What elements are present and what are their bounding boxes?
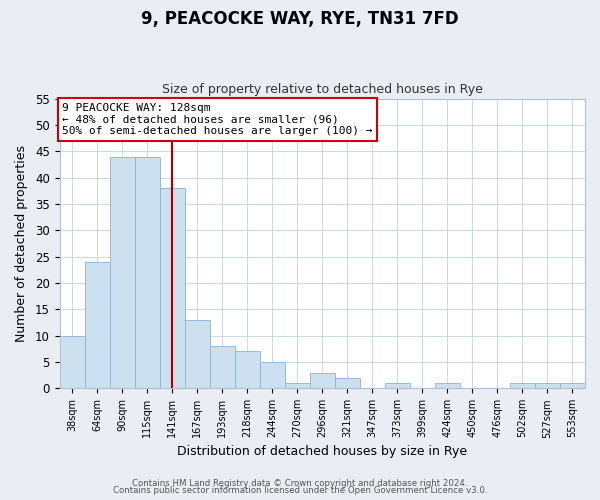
- Text: 9, PEACOCKE WAY, RYE, TN31 7FD: 9, PEACOCKE WAY, RYE, TN31 7FD: [141, 10, 459, 28]
- Bar: [560, 383, 585, 388]
- Bar: [110, 156, 134, 388]
- Text: 9 PEACOCKE WAY: 128sqm
← 48% of detached houses are smaller (96)
50% of semi-det: 9 PEACOCKE WAY: 128sqm ← 48% of detached…: [62, 103, 373, 136]
- Bar: [160, 188, 185, 388]
- Bar: [385, 383, 410, 388]
- Y-axis label: Number of detached properties: Number of detached properties: [15, 145, 28, 342]
- X-axis label: Distribution of detached houses by size in Rye: Distribution of detached houses by size …: [177, 444, 467, 458]
- Bar: [310, 372, 335, 388]
- Title: Size of property relative to detached houses in Rye: Size of property relative to detached ho…: [162, 83, 483, 96]
- Bar: [185, 320, 209, 388]
- Text: Contains public sector information licensed under the Open Government Licence v3: Contains public sector information licen…: [113, 486, 487, 495]
- Bar: [535, 383, 560, 388]
- Bar: [285, 383, 310, 388]
- Bar: [209, 346, 235, 389]
- Bar: [510, 383, 535, 388]
- Bar: [59, 336, 85, 388]
- Bar: [435, 383, 460, 388]
- Bar: [235, 352, 260, 389]
- Text: Contains HM Land Registry data © Crown copyright and database right 2024.: Contains HM Land Registry data © Crown c…: [132, 478, 468, 488]
- Bar: [260, 362, 285, 388]
- Bar: [134, 156, 160, 388]
- Bar: [85, 262, 110, 388]
- Bar: [335, 378, 360, 388]
